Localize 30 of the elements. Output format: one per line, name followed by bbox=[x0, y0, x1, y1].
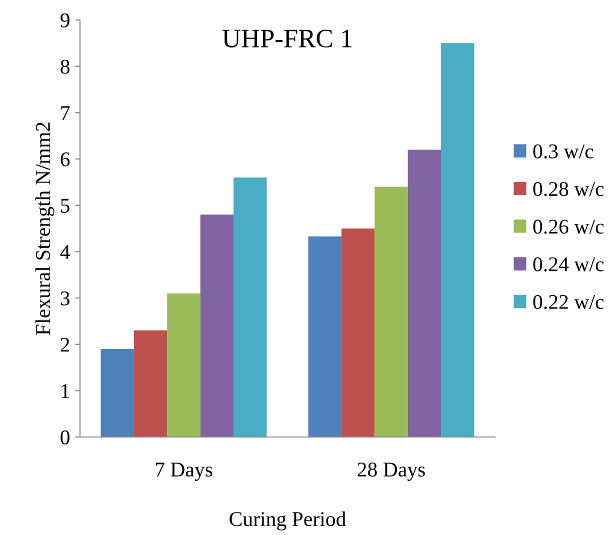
bar bbox=[167, 293, 200, 437]
bar bbox=[408, 150, 442, 437]
chart-title: UHP-FRC 1 bbox=[222, 30, 352, 48]
bar bbox=[441, 43, 474, 437]
legend-label: 0.3 w/c bbox=[533, 144, 594, 159]
y-tick-label: 6 bbox=[60, 152, 70, 166]
y-tick-label: 2 bbox=[60, 338, 70, 352]
legend-label: 0.28 w/c bbox=[533, 182, 604, 196]
y-tick-label: 0 bbox=[60, 430, 70, 444]
x-tick-label: 7 Days bbox=[156, 462, 212, 481]
y-tick-label: 5 bbox=[61, 198, 70, 213]
y-tick-label: 4 bbox=[60, 245, 70, 259]
bar bbox=[308, 236, 342, 437]
bar bbox=[134, 330, 168, 437]
x-axis-title: Curing Period bbox=[230, 511, 346, 530]
legend-label: 0.26 w/c bbox=[533, 220, 604, 234]
x-tick-label: 28 Days bbox=[358, 462, 425, 481]
y-axis-title: Flexural Strength N/mm2 bbox=[35, 122, 54, 335]
bar bbox=[374, 186, 408, 437]
y-tick-label: 8 bbox=[60, 60, 70, 74]
y-tick-label: 1 bbox=[62, 384, 70, 398]
bar bbox=[234, 178, 267, 437]
y-tick-label: 9 bbox=[60, 13, 70, 28]
bar bbox=[100, 348, 134, 437]
bar bbox=[200, 214, 234, 437]
y-tick-label: 3 bbox=[60, 291, 70, 306]
legend-label: 0.22 w/c bbox=[533, 294, 604, 310]
y-tick-label: 7 bbox=[61, 106, 70, 120]
bar bbox=[341, 228, 375, 437]
legend-label: 0.24 w/c bbox=[533, 257, 604, 272]
